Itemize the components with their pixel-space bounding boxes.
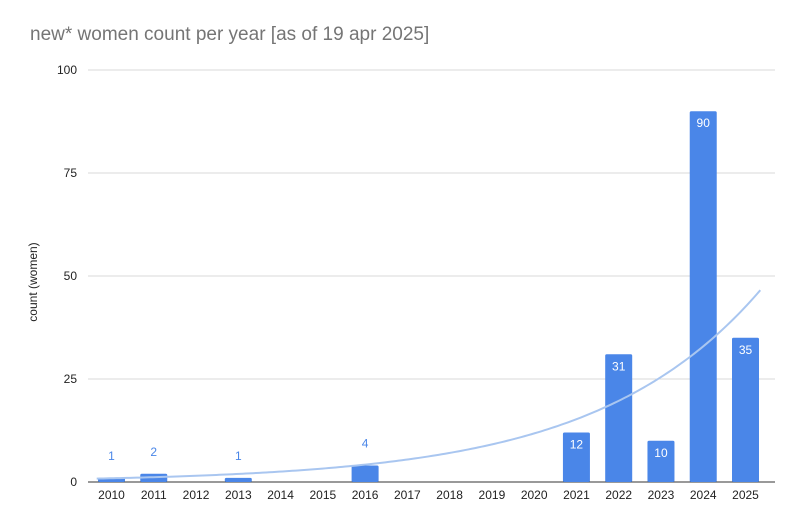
- data-label-2016: 4: [362, 437, 369, 451]
- data-label-2024: 90: [697, 116, 711, 130]
- x-tick-label: 2020: [521, 488, 548, 502]
- x-tick-label: 2015: [309, 488, 336, 502]
- y-tick-label: 25: [64, 372, 78, 386]
- bar-2016: [351, 465, 379, 482]
- bar-2025: [732, 337, 759, 482]
- data-label-2010: 1: [108, 449, 115, 463]
- bar-2024: [689, 111, 717, 482]
- bar-2013: [224, 477, 252, 482]
- trendline: [96, 289, 762, 480]
- y-axis-label: count (women): [26, 242, 40, 321]
- chart-title: new* women count per year [as of 19 apr …: [30, 24, 430, 45]
- x-tick-label: 2017: [394, 488, 421, 502]
- x-tick-label: 2021: [563, 488, 590, 502]
- x-tick-label: 2024: [690, 488, 717, 502]
- x-tick-label: 2019: [479, 488, 506, 502]
- x-tick-label: 2023: [648, 488, 675, 502]
- y-tick-label: 0: [70, 475, 77, 489]
- x-tick-label: 2018: [436, 488, 463, 502]
- x-tick-label: 2012: [183, 488, 210, 502]
- y-tick-label: 50: [64, 269, 78, 283]
- y-tick-label: 75: [64, 166, 78, 180]
- data-label-2022: 31: [612, 359, 626, 373]
- bar-2022: [605, 354, 633, 482]
- x-tick-label: 2025: [732, 488, 759, 502]
- bar-2021: [562, 432, 590, 482]
- data-label-2023: 10: [654, 446, 668, 460]
- data-label-2025: 35: [739, 343, 753, 357]
- x-tick-label: 2010: [98, 488, 125, 502]
- x-tick-label: 2011: [141, 488, 167, 502]
- data-label-2013: 1: [235, 449, 242, 463]
- data-label-2021: 12: [570, 438, 584, 452]
- x-tick-label: 2014: [267, 488, 294, 502]
- x-tick-label: 2022: [605, 488, 632, 502]
- x-tick-label: 2016: [352, 488, 379, 502]
- y-tick-label: 100: [57, 63, 77, 77]
- data-label-2011: 2: [150, 445, 157, 459]
- bar-2023: [647, 440, 675, 482]
- x-tick-label: 2013: [225, 488, 252, 502]
